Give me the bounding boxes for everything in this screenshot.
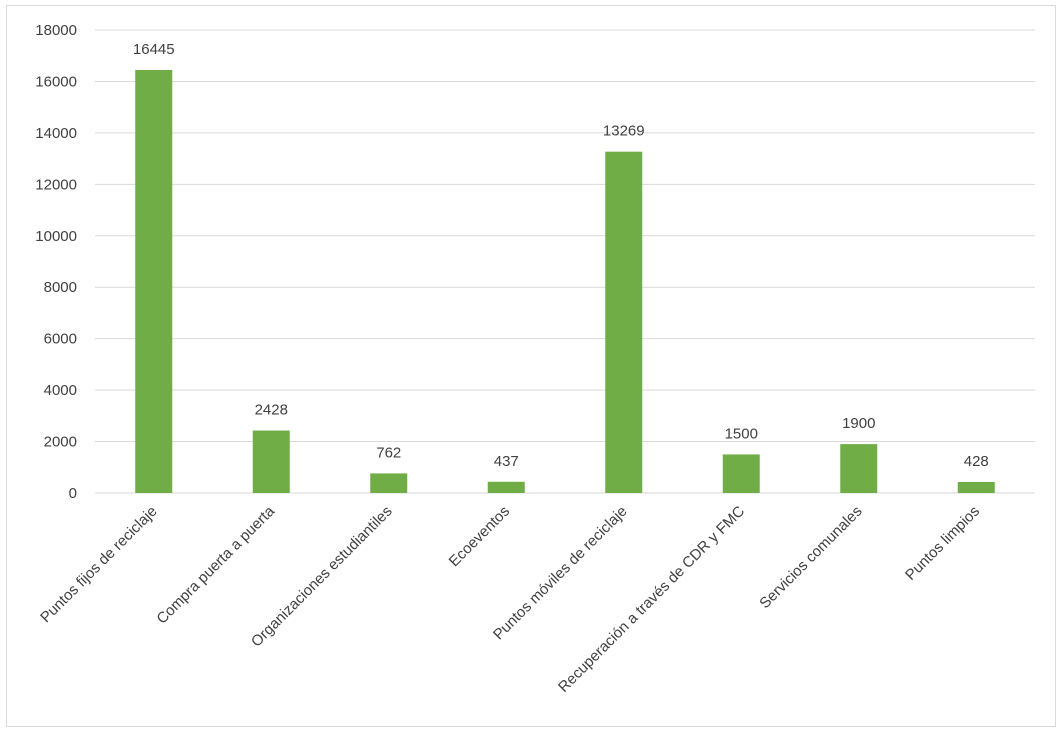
y-tick-label: 8000 <box>44 279 77 296</box>
bar <box>840 444 878 493</box>
y-tick-label: 4000 <box>44 382 77 399</box>
data-label: 428 <box>964 453 989 470</box>
bar <box>605 151 643 493</box>
data-label: 13269 <box>603 123 645 140</box>
bar <box>957 481 995 493</box>
y-tick-label: 16000 <box>35 73 77 90</box>
y-tick-label: 14000 <box>35 125 77 142</box>
data-labels: 16445 2428 762 437 13269 1500 1900 428 <box>133 41 989 470</box>
y-tick-label: 10000 <box>35 228 77 245</box>
y-tick-label: 2000 <box>44 434 77 451</box>
y-axis-ticks: 0 2000 4000 6000 8000 10000 12000 14000 16000 180… <box>35 22 77 502</box>
category-label: Recuperación a través de CDR y FMC <box>555 503 748 696</box>
y-tick-label: 18000 <box>35 22 77 39</box>
bars <box>135 69 995 494</box>
category-label: Compra puerta a puerta <box>153 502 278 627</box>
bar <box>252 430 290 493</box>
y-tick-label: 6000 <box>44 331 77 348</box>
data-label: 1900 <box>842 415 875 432</box>
y-tick-label: 0 <box>69 485 77 502</box>
data-label: 762 <box>376 444 401 461</box>
category-label: Puntos fijos de reciclaje <box>37 503 160 626</box>
category-label: Servicios comunales <box>756 503 865 612</box>
bar <box>722 454 760 493</box>
bar <box>487 481 525 493</box>
category-label: Organizaciones estudiantiles <box>248 503 396 651</box>
data-label: 437 <box>494 453 519 470</box>
bar <box>370 473 408 493</box>
data-label: 16445 <box>133 41 175 58</box>
category-label: Ecoeventos <box>446 503 513 570</box>
chart-frame <box>6 5 1056 727</box>
bar <box>135 69 173 494</box>
category-label: Puntos móviles de reciclaje <box>490 503 631 644</box>
category-label: Puntos limpios <box>902 503 983 584</box>
data-label: 2428 <box>255 402 288 419</box>
gridlines <box>95 29 1035 494</box>
y-tick-label: 12000 <box>35 176 77 193</box>
data-label: 1500 <box>725 425 758 442</box>
